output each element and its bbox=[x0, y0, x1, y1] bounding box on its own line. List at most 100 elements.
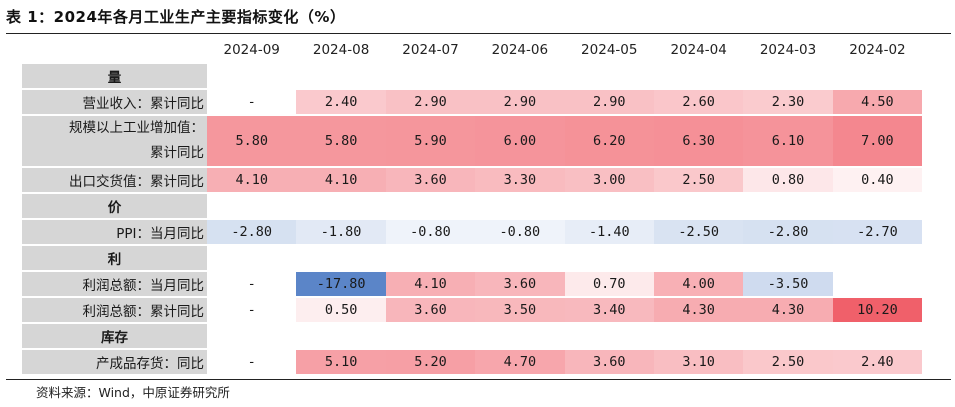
section-spacer bbox=[833, 324, 922, 348]
value-cell: 0.50 bbox=[296, 298, 386, 322]
section-label: 库存 bbox=[22, 324, 207, 348]
value-cell: -1.80 bbox=[296, 220, 386, 244]
value-cell: 3.00 bbox=[564, 168, 654, 192]
value-cell: 2.90 bbox=[385, 90, 476, 114]
section-spacer bbox=[475, 246, 564, 270]
value-cell: 3.10 bbox=[653, 350, 744, 374]
section-spacer bbox=[386, 324, 475, 348]
value-cell: 2.40 bbox=[296, 90, 386, 114]
table-row: 营业收入：累计同比 -2.40 2.90 2.90 2.90 2.60 2.30 4.50 bbox=[22, 90, 923, 114]
value-cell: 5.10 bbox=[296, 350, 386, 374]
section-spacer bbox=[833, 246, 922, 270]
section-spacer bbox=[565, 64, 654, 88]
section-spacer bbox=[565, 324, 654, 348]
value-cell: -0.80 bbox=[385, 220, 476, 244]
section-spacer bbox=[743, 194, 832, 218]
value-cell: 6.30 bbox=[653, 116, 744, 166]
section-row: 价 bbox=[22, 194, 922, 218]
row-label: 利润总额：当月同比 bbox=[22, 272, 207, 296]
value-cell: -1.40 bbox=[564, 220, 654, 244]
table-row: 出口交货值：累计同比 4.10 4.10 3.60 3.30 3.00 2.50 0.80 0.… bbox=[22, 168, 923, 192]
section-spacer bbox=[833, 194, 922, 218]
row-label: 营业收入：累计同比 bbox=[22, 90, 207, 114]
value-cell: -2.70 bbox=[832, 220, 923, 244]
value-cell: -2.80 bbox=[207, 220, 297, 244]
value-cell: -2.50 bbox=[653, 220, 744, 244]
table-row: 规模以上工业增加值： 累计同比 5.80 5.80 5.90 6.00 6.20 6.30 6.… bbox=[22, 116, 923, 166]
value-cell: 3.60 bbox=[385, 168, 476, 192]
value-cell: 3.60 bbox=[475, 272, 565, 296]
value-cell: 3.30 bbox=[475, 168, 565, 192]
section-spacer bbox=[475, 324, 564, 348]
table-title: 表 1：2024年各月工业生产主要指标变化（%） bbox=[6, 8, 346, 26]
value-cell: 4.10 bbox=[296, 168, 386, 192]
section-spacer bbox=[207, 324, 296, 348]
value-cell: -17.80 bbox=[296, 272, 386, 296]
row-label: 利润总额：累计同比 bbox=[22, 298, 207, 322]
section-spacer bbox=[475, 64, 564, 88]
section-spacer bbox=[565, 194, 654, 218]
section-spacer bbox=[207, 64, 296, 88]
value-cell: 10.20 bbox=[832, 298, 923, 322]
header-month: 2024-02 bbox=[849, 42, 906, 58]
bottom-rule bbox=[6, 379, 951, 380]
section-spacer bbox=[743, 246, 832, 270]
value-cell: - bbox=[247, 94, 256, 110]
section-spacer bbox=[296, 194, 385, 218]
value-cell: 6.10 bbox=[743, 116, 833, 166]
table-row: 利润总额：累计同比 -0.50 3.60 3.50 3.40 4.30 4.30 10.20 bbox=[22, 298, 923, 322]
section-spacer bbox=[475, 194, 564, 218]
section-spacer bbox=[654, 194, 743, 218]
value-cell: 3.40 bbox=[564, 298, 654, 322]
value-cell: 4.00 bbox=[653, 272, 744, 296]
section-spacer bbox=[296, 324, 385, 348]
section-row: 库存 bbox=[22, 324, 922, 348]
section-spacer bbox=[386, 194, 475, 218]
value-cell: 6.00 bbox=[475, 116, 565, 166]
value-cell: 5.90 bbox=[385, 116, 476, 166]
section-row: 利 bbox=[22, 246, 922, 270]
section-spacer bbox=[296, 246, 385, 270]
section-label: 量 bbox=[22, 64, 207, 88]
section-spacer bbox=[654, 64, 743, 88]
row-label-line: 规模以上工业增加值： bbox=[69, 120, 204, 136]
row-label: 出口交货值：累计同比 bbox=[22, 168, 207, 192]
table-body: 量营业收入：累计同比 -2.40 2.90 2.90 2.90 2.60 2.30 4.50 规… bbox=[22, 64, 923, 374]
value-cell: -3.50 bbox=[743, 272, 833, 296]
value-cell: 2.90 bbox=[475, 90, 565, 114]
section-spacer bbox=[386, 64, 475, 88]
value-cell: 5.20 bbox=[385, 350, 476, 374]
value-cell: 4.30 bbox=[653, 298, 744, 322]
value-cell: 5.80 bbox=[296, 116, 386, 166]
table-row: PPI：当月同比 -2.80 -1.80 -0.80 -0.80 -1.40 -2.50 -2… bbox=[22, 220, 923, 244]
row-label: 规模以上工业增加值： 累计同比 bbox=[22, 116, 207, 166]
section-spacer bbox=[743, 324, 832, 348]
source-note: 资料来源：Wind，中原证券研究所 bbox=[36, 385, 230, 400]
value-cell: 3.50 bbox=[475, 298, 565, 322]
header-month: 2024-08 bbox=[312, 42, 370, 58]
value-cell: -0.80 bbox=[475, 220, 565, 244]
value-cell: 0.40 bbox=[832, 168, 923, 192]
section-spacer bbox=[654, 324, 743, 348]
value-cell: 3.60 bbox=[385, 298, 476, 322]
value-cell: 4.10 bbox=[207, 168, 297, 192]
value-cell: 2.30 bbox=[743, 90, 833, 114]
header-month: 2024-06 bbox=[491, 42, 549, 58]
value-cell: 5.80 bbox=[207, 116, 297, 166]
value-cell: 7.00 bbox=[832, 116, 923, 166]
value-cell: 2.40 bbox=[832, 350, 923, 374]
section-spacer bbox=[565, 246, 654, 270]
row-label: PPI：当月同比 bbox=[22, 220, 207, 244]
value-cell: 4.50 bbox=[832, 90, 923, 114]
value-cell: 2.50 bbox=[653, 168, 744, 192]
value-cell: - bbox=[247, 354, 256, 370]
value-cell: 4.10 bbox=[385, 272, 476, 296]
row-label-line: 累计同比 bbox=[150, 145, 204, 161]
section-spacer bbox=[833, 64, 922, 88]
value-cell: 3.60 bbox=[564, 350, 654, 374]
indicator-table: 2024-09 2024-08 2024-07 2024-06 2024-05 … bbox=[22, 36, 923, 376]
section-spacer bbox=[654, 246, 743, 270]
section-spacer bbox=[207, 246, 296, 270]
value-cell: 2.60 bbox=[653, 90, 744, 114]
value-cell bbox=[833, 272, 922, 296]
